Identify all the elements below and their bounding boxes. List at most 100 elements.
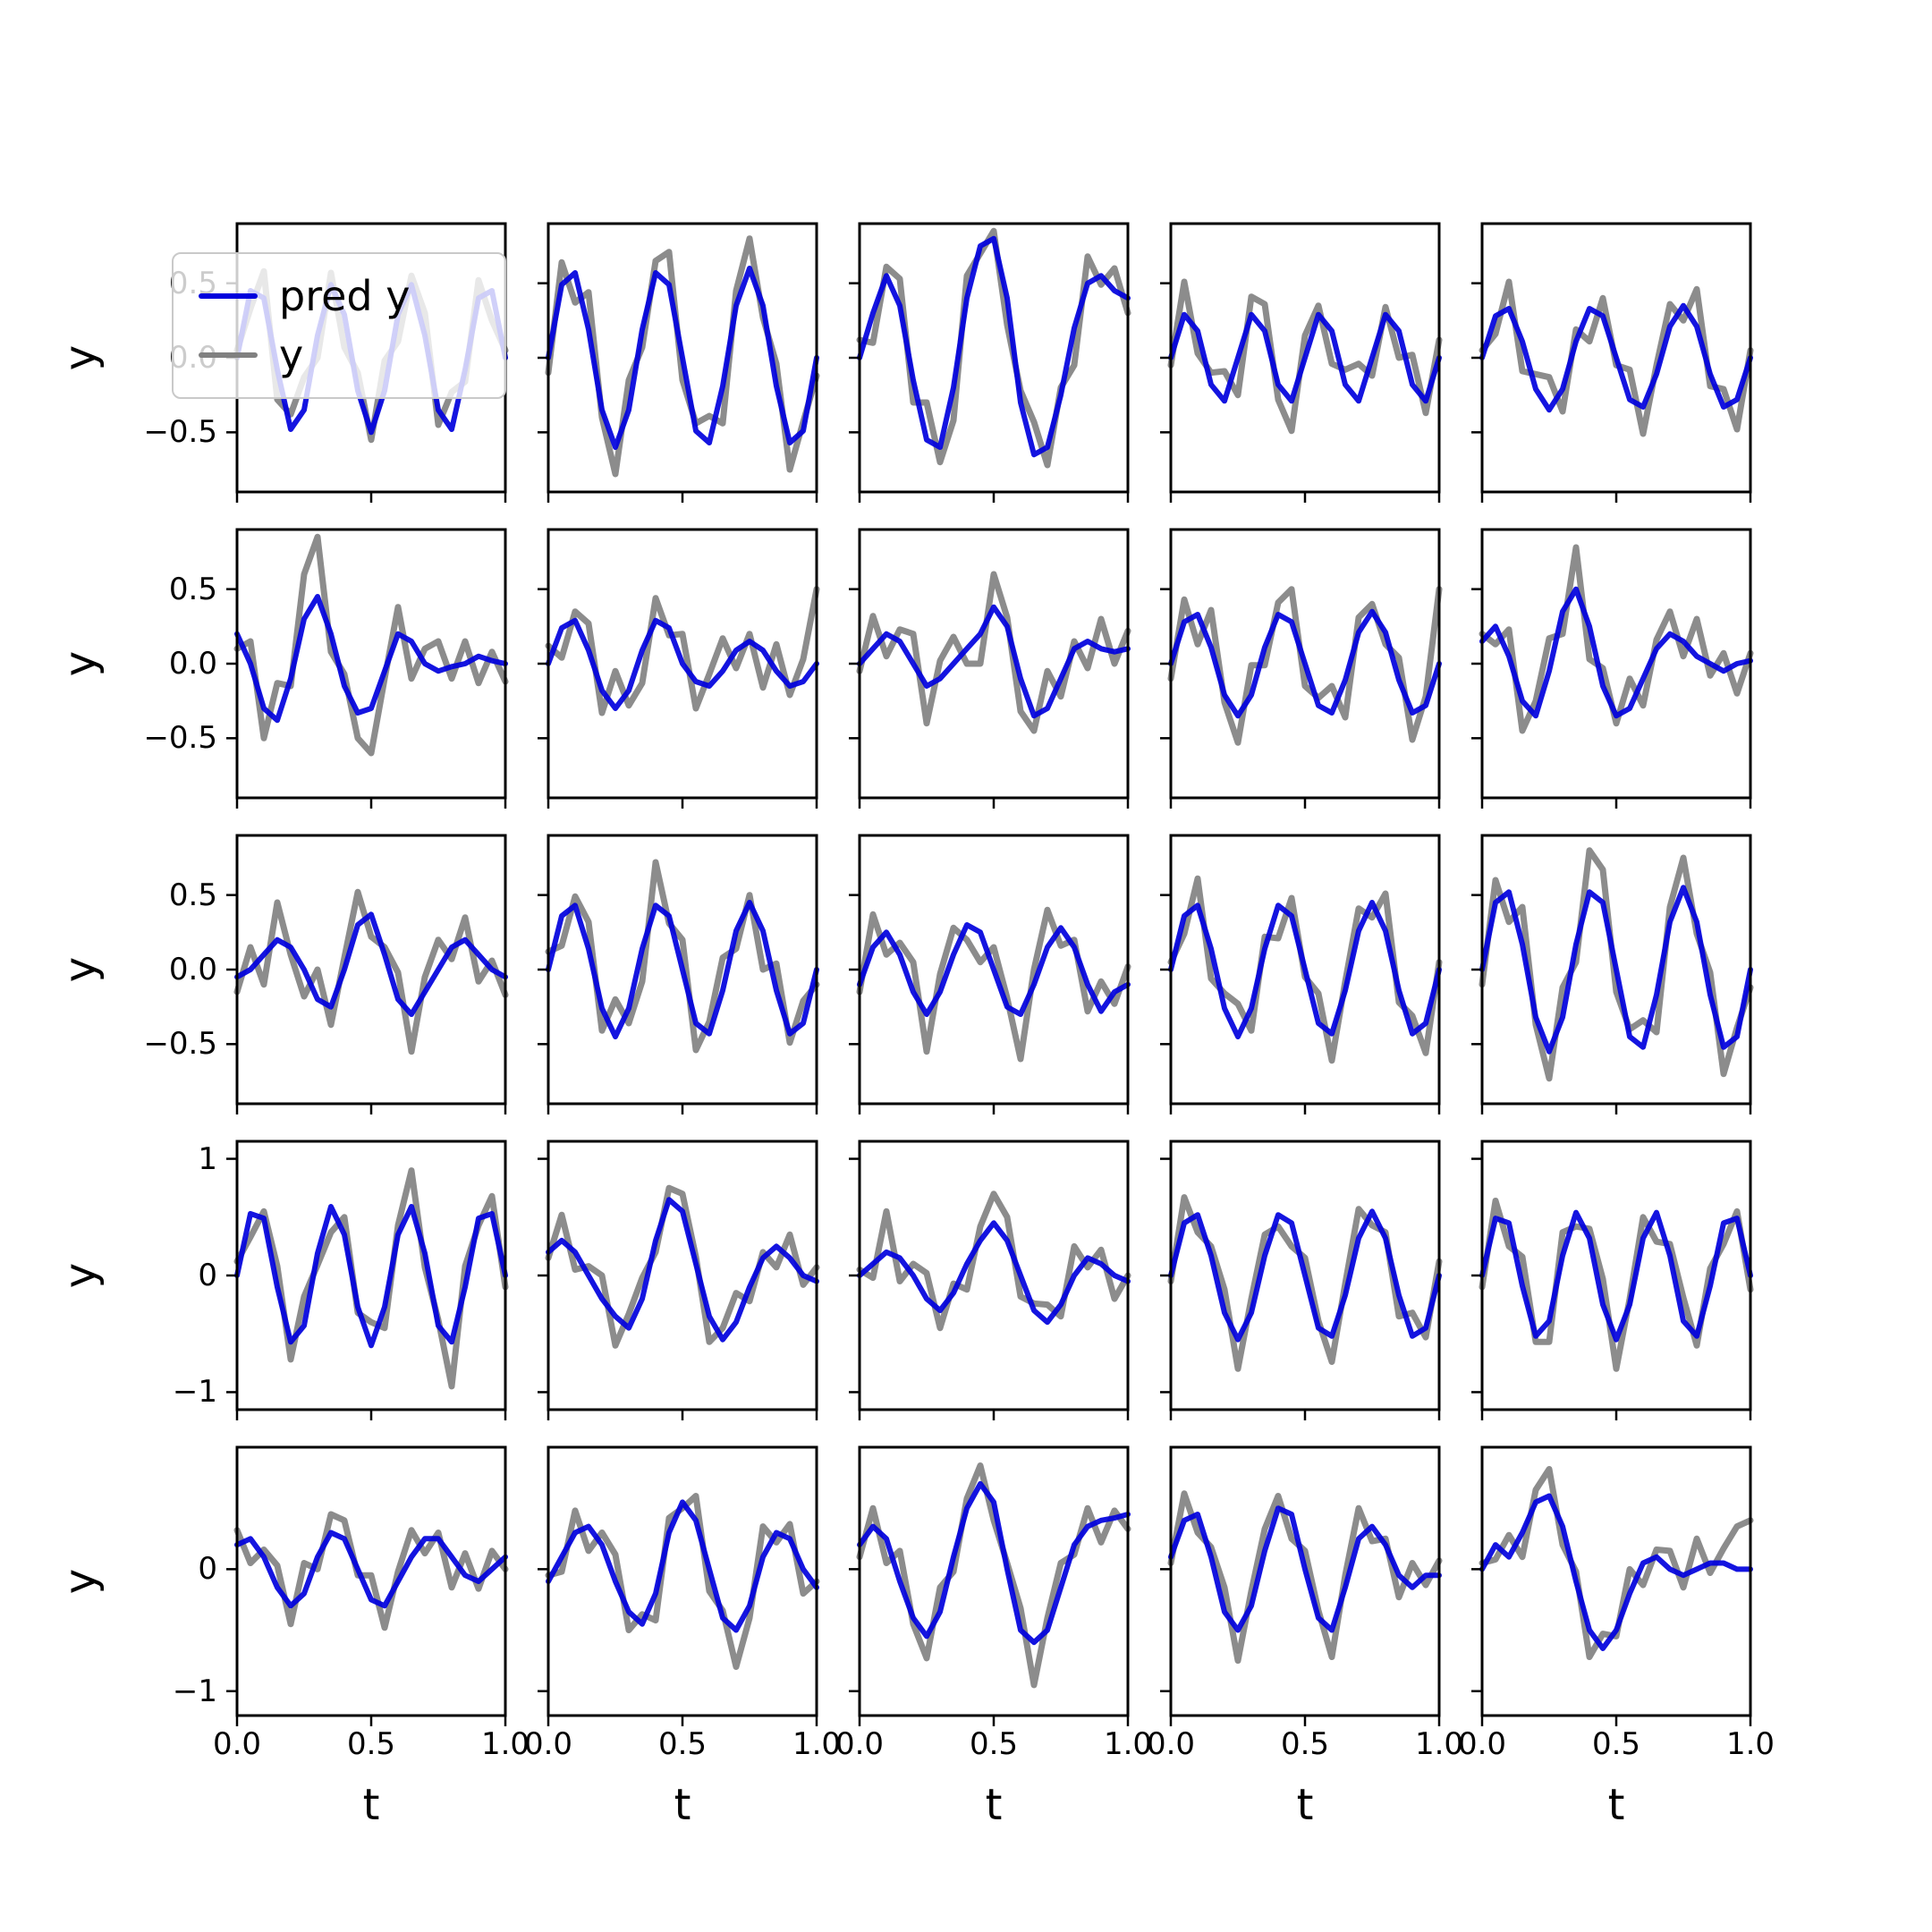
axes-frame (1480, 1445, 1752, 1717)
y-tick-label: −0.5 (143, 720, 217, 757)
y-tick-label: 0.5 (168, 571, 217, 607)
pred-y-line-swatch (199, 293, 258, 299)
subplot-grid: 0.5 0.0 −0.5 y 0.5 0.0 −0.5 y 0.5 0.0 −0.5 y 1 0 −1 y 0 −… (55, 222, 1775, 1830)
pred-y-line (546, 266, 819, 450)
pred-y-line (1168, 311, 1442, 404)
plot-area (538, 1445, 820, 1726)
plot-area (849, 1445, 1131, 1726)
pred-y-line (1479, 586, 1753, 719)
plot-area (226, 1445, 509, 1726)
subplot-r5-c2: 0.0 0.5 1.0 t (524, 1445, 841, 1830)
x-tick-label: 1.0 (792, 1726, 842, 1762)
plot-area (1471, 1140, 1754, 1420)
pred-y-line (857, 1480, 1131, 1646)
pred-y-line (1168, 608, 1442, 719)
legend-label-y: y (279, 331, 304, 379)
y-tick-label: 0.5 (168, 877, 217, 913)
plot-area (1471, 528, 1754, 809)
x-tick-label: 0.0 (212, 1726, 262, 1762)
subplot-r2-c3 (849, 528, 1131, 809)
subplot-r5-c4: 0.0 0.5 1.0 t (1147, 1445, 1463, 1830)
y-line (1167, 586, 1443, 746)
plot-area (1471, 834, 1754, 1114)
plot-area (226, 834, 509, 1114)
y-line (1167, 1194, 1443, 1372)
x-axis-label: t (674, 1780, 691, 1830)
subplot-r3-c3 (849, 834, 1131, 1114)
y-line (545, 1184, 820, 1349)
subplot-r1-c3 (849, 222, 1131, 503)
pred-y-line (857, 1220, 1131, 1326)
y-tick-label: −0.5 (143, 1026, 217, 1063)
subplot-r5-c3: 0.0 0.5 1.0 t (835, 1445, 1152, 1830)
y-line (545, 586, 820, 716)
pred-y-line (857, 922, 1131, 1017)
subplot-r3-c5 (1471, 834, 1754, 1114)
y-line (856, 571, 1131, 734)
subplot-r5-c1: 0 −1 y 0.0 0.5 1.0 t (55, 1445, 530, 1830)
plot-area (849, 834, 1131, 1114)
plot-area (1160, 1445, 1443, 1726)
axes-frame (547, 1445, 818, 1717)
plot-area (226, 528, 509, 809)
x-tick-label: 1.0 (1103, 1726, 1153, 1762)
subplot-r4-c3 (849, 1140, 1131, 1420)
plot-area (1160, 834, 1443, 1114)
subplot-r4-c5 (1471, 1140, 1754, 1420)
x-tick-label: 0.5 (969, 1726, 1019, 1762)
plot-area (538, 222, 820, 503)
y-tick-label: 0.0 (168, 952, 217, 987)
plot-area (538, 528, 820, 809)
plot-area (1471, 1445, 1754, 1726)
subplot-r2-c5 (1471, 528, 1754, 809)
pred-y-line (234, 594, 508, 724)
y-line (233, 888, 509, 1055)
x-axis-label: t (362, 1780, 380, 1830)
x-tick-label: 0.0 (1457, 1726, 1507, 1762)
x-tick-label: 0.5 (346, 1726, 396, 1762)
y-axis-label: y (55, 1568, 106, 1595)
pred-y-line (1479, 1493, 1753, 1651)
subplot-r1-c2 (538, 222, 820, 503)
x-tick-label: 0.0 (1146, 1726, 1196, 1762)
pred-y-line (546, 1197, 819, 1343)
subplot-r1-c5 (1471, 222, 1754, 503)
y-line (856, 906, 1131, 1063)
subplot-r5-c5: 0.0 0.5 1.0 t (1458, 1445, 1775, 1830)
pred-y-line (857, 235, 1131, 458)
pred-y-line (1168, 1208, 1442, 1343)
x-axis-label: t (1296, 1780, 1314, 1830)
x-axis-label: t (985, 1780, 1003, 1830)
y-tick-label: 1 (198, 1140, 217, 1177)
x-axis-label: t (1607, 1780, 1625, 1830)
plot-area (538, 834, 820, 1114)
y-axis-label: y (55, 650, 106, 677)
plot-area (226, 1140, 509, 1420)
y-line-swatch (199, 352, 258, 358)
pred-y-line (857, 604, 1131, 719)
x-tick-label: 0.0 (523, 1726, 573, 1762)
subplot-r4-c1: 1 0 −1 y (55, 1140, 509, 1420)
y-axis-label: y (55, 1262, 106, 1289)
subplot-r3-c4 (1160, 834, 1443, 1114)
legend-entry-y: y (199, 335, 479, 376)
subplot-r2-c2 (538, 528, 820, 809)
x-tick-label: 0.5 (657, 1726, 708, 1762)
plot-area (1160, 528, 1443, 809)
y-tick-label: −1 (172, 1673, 217, 1709)
pred-y-line (1479, 1209, 1753, 1343)
subplot-r2-c4 (1160, 528, 1443, 809)
x-tick-label: 1.0 (1725, 1726, 1775, 1762)
subplot-r2-c1: 0.5 0.0 −0.5 y (55, 528, 509, 809)
y-tick-label: 0 (198, 1551, 217, 1588)
plot-area (849, 1140, 1131, 1420)
pred-y-line (234, 911, 508, 1017)
y-tick-label: −1 (172, 1374, 217, 1411)
pred-y-line (546, 617, 819, 711)
x-tick-label: 0.0 (835, 1726, 885, 1762)
x-tick-label: 0.5 (1280, 1726, 1330, 1762)
pred-y-line (546, 900, 819, 1039)
y-line (233, 533, 509, 757)
subplot-r3-c1: 0.5 0.0 −0.5 y (55, 834, 509, 1114)
